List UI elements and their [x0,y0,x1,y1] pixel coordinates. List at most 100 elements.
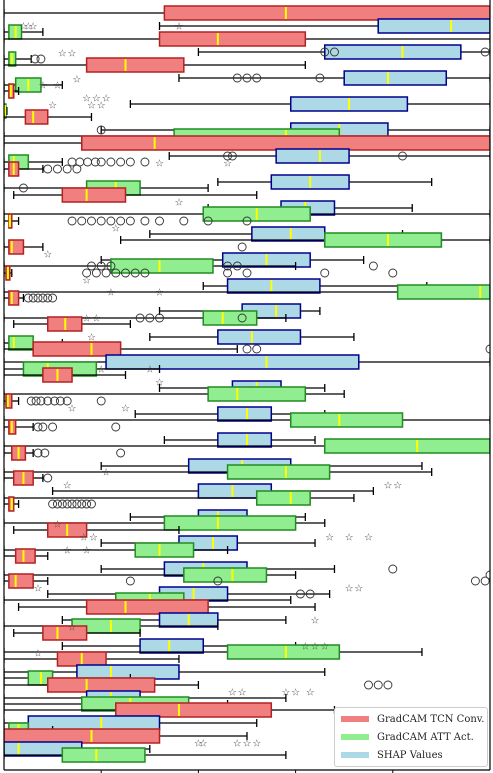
outlier-5-0 [30,54,40,64]
box-81 [115,702,273,718]
box-46 [217,406,273,422]
outlier-24-0 [67,216,77,226]
legend-swatch-shap [341,752,369,758]
outlier-30-4 [121,268,130,278]
box-39 [32,341,122,357]
outlier-24-5 [116,216,126,226]
plot-area: ☆☆☆ ☆☆ ☆☆☆ ☆☆ ☆ ☆☆ ☆ ☆☆ ☆☆☆☆☆☆ ☆☆ ☆☆☆ ☆☆☆ ☆☆☆ ☆ ☆☆☆ ☆ ☆ ☆… [4,5,490,763]
star-outlier-63-0: ☆ [63,546,72,557]
outlier-78-1 [373,680,383,690]
outlier-45-1 [31,396,41,406]
star-outlier-67-2: ☆ [354,584,363,595]
outlier-66-2 [470,576,480,586]
box-62 [134,542,195,558]
outlier-48-3 [111,422,121,432]
star-outlier-67-1: ☆ [345,584,354,595]
star-outlier-2-2: ☆ [29,22,38,33]
star-outlier-2-3: ☆ [174,22,183,33]
outlier-45-7 [96,396,106,406]
outlier-45-4 [50,396,59,406]
outlier-17-2 [83,157,93,167]
star-outlier-75-0: ☆ [34,649,43,660]
star-outlier-22-0: ☆ [174,198,183,209]
outlier-7-0 [232,73,242,83]
outlier-78-0 [364,680,373,690]
box-29 [110,258,214,274]
outlier-16-2 [398,151,407,161]
outlier-57-5 [72,499,82,509]
outlier-7-2 [252,73,262,83]
outlier-33-1 [28,293,38,303]
outlier-4-1 [330,47,339,57]
star-outlier-61-4: ☆ [364,533,373,544]
box-32 [396,284,490,300]
outlier-30-6 [140,268,150,278]
box-63 [14,548,36,564]
outlier-18-3 [72,164,82,174]
outlier-4-2 [480,47,490,57]
box-1 [377,18,490,34]
outlier-17-0 [67,157,77,167]
star-outlier-85-2: ☆ [233,739,242,750]
outlier-57-3 [62,499,72,509]
star-outlier-85-1: ☆ [199,739,208,750]
box-15 [81,135,490,151]
box-25 [251,226,326,242]
outlier-17-4 [96,157,106,167]
star-outlier-28-0: ☆ [43,250,52,261]
outlier-20-0 [18,183,28,193]
box-7 [343,70,448,86]
outlier-30-0 [82,268,92,278]
legend: GradCAM TCN Conv. GradCAM ATT Act. SHAP … [334,707,488,767]
outlier-35-1 [145,313,155,323]
star-outlier-79-3: ☆ [291,688,300,699]
outlier-30-2 [101,268,111,278]
outlier-57-6 [77,499,87,509]
outlier-65-0 [485,570,490,580]
star-outlier-42-1: ☆ [145,365,154,376]
star-outlier-43-0: ☆ [155,378,164,389]
outlier-48-1 [38,422,48,432]
outlier-24-11 [242,216,252,226]
outlier-17-7 [125,157,135,167]
outlier-51-0 [33,448,43,458]
legend-label-gradcam-att: GradCAM ATT Act. [377,731,474,743]
outlier-33-3 [38,293,48,303]
outlier-39-0 [242,344,252,354]
star-outlier-79-2: ☆ [281,688,290,699]
box-65 [183,567,268,583]
legend-item-gradcam-att: GradCAM ATT Act. [341,729,474,745]
star-outlier-36-1: ☆ [92,314,101,325]
outlier-48-0 [33,422,43,432]
box-56 [255,490,311,506]
outlier-45-5 [55,396,65,406]
star-outlier-74-2: ☆ [320,642,329,653]
box-74 [226,644,341,660]
box-21 [61,187,127,203]
star-outlier-61-2: ☆ [325,533,334,544]
outlier-45-6 [62,396,72,406]
star-outlier-2-1: ☆ [24,22,33,33]
legend-label-shap: SHAP Values [377,749,443,761]
star-outlier-18-0: ☆ [155,159,164,170]
star-outlier-10-1: ☆ [92,94,101,105]
legend-item-gradcam-tcn: GradCAM TCN Conv. [341,711,484,727]
outlier-57-8 [87,499,96,509]
star-outlier-74-0: ☆ [301,642,310,653]
outlier-33-2 [33,293,43,303]
star-outlier-79-1: ☆ [238,688,247,699]
outlier-67-1 [305,589,315,599]
outlier-24-2 [87,216,96,226]
outlier-51-2 [116,448,126,458]
outlier-29-3 [223,261,233,271]
star-outlier-55-0: ☆ [63,481,72,492]
outlier-24-9 [179,216,189,226]
star-outlier-61-0: ☆ [79,533,88,544]
box-35 [202,310,258,326]
star-outlier-46-1: ☆ [121,404,130,415]
outlier-54-0 [43,473,53,483]
star-outlier-61-3: ☆ [345,533,354,544]
star-outlier-2-0: ☆ [19,22,28,33]
outlier-24-6 [125,216,135,226]
